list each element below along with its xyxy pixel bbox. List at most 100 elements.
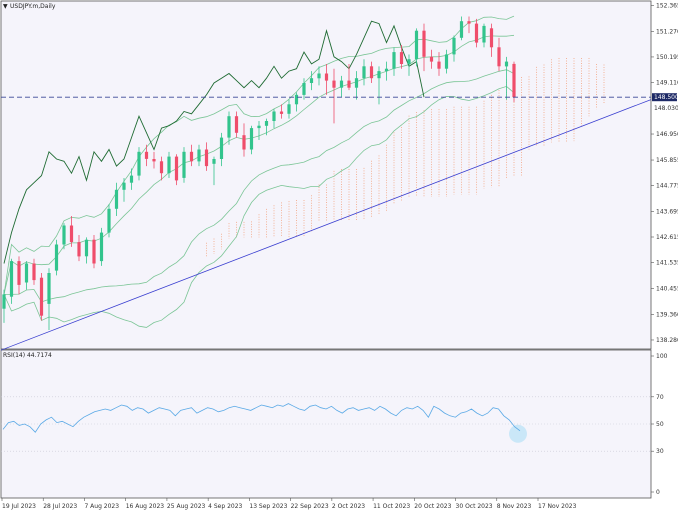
bullish-candle[interactable] [459,21,464,38]
bullish-candle[interactable] [264,121,269,126]
bullish-candle[interactable] [24,263,29,283]
bullish-candle[interactable] [219,137,224,159]
candles [2,16,516,330]
secondary-price-tag [652,104,677,113]
bullish-candle[interactable] [272,111,276,122]
bullish-candle[interactable] [62,225,66,245]
current-price-tag [652,93,677,102]
bullish-candle[interactable] [444,54,449,69]
bullish-candle[interactable] [137,151,141,176]
bullish-candle[interactable] [9,261,14,297]
bullish-candle[interactable] [227,116,231,138]
rsi-label: RSI(14) 44.7174 [3,352,52,359]
bearish-candle[interactable] [474,23,479,43]
bullish-candle[interactable] [287,104,291,114]
rsi-tick-label: 30 [656,448,664,455]
bullish-candle[interactable] [504,61,509,67]
price-tick-label: 152.365 [656,2,678,9]
price-panel[interactable] [0,0,652,350]
bullish-candle[interactable] [114,189,119,209]
bearish-candle[interactable] [279,111,284,114]
bullish-candle[interactable] [482,25,486,43]
bearish-candle[interactable] [159,161,164,174]
price-tick-label: 138.280 [656,337,678,344]
bullish-candle[interactable] [249,128,254,150]
rsi-tick-label: 50 [656,421,664,428]
bearish-candle[interactable] [204,149,209,167]
bearish-candle[interactable] [242,135,246,150]
time-tick-label: 8 Nov 2023 [497,503,532,510]
bearish-candle[interactable] [332,80,336,88]
bullish-candle[interactable] [377,71,381,79]
bullish-candle[interactable] [122,182,126,190]
bearish-candle[interactable] [234,116,239,133]
bearish-candle[interactable] [17,261,21,285]
bearish-candle[interactable] [32,263,36,281]
bullish-candle[interactable] [257,125,261,129]
bullish-candle[interactable] [317,73,321,79]
bearish-candle[interactable] [347,80,351,88]
time-tick-label: 11 Oct 2023 [373,503,410,510]
bearish-candle[interactable] [152,159,156,162]
bullish-candle[interactable] [2,294,6,309]
time-tick-label: 25 Aug 2023 [167,503,206,510]
bullish-candle[interactable] [99,232,104,262]
chikou-span-line [3,20,425,264]
price-tick-label: 142.615 [656,234,678,241]
bearish-candle[interactable] [422,30,426,57]
bullish-candle[interactable] [414,30,419,60]
bullish-candle[interactable] [384,68,389,72]
bullish-candle[interactable] [294,94,299,105]
bullish-candle[interactable] [54,244,59,271]
symbol-marker[interactable]: ▼ [3,3,8,10]
bullish-candle[interactable] [167,156,171,174]
bullish-candle[interactable] [107,208,111,233]
bearish-candle[interactable] [429,56,434,62]
time-tick-label: 4 Sep 2023 [208,503,242,510]
bearish-candle[interactable] [467,21,471,24]
price-tick-label: 143.695 [656,208,678,215]
bearish-candle[interactable] [69,225,74,243]
bullish-candle[interactable] [407,59,411,64]
bearish-candle[interactable] [92,239,96,264]
price-tick-label: 146.950 [656,131,678,138]
bullish-candle[interactable] [129,175,134,183]
bearish-candle[interactable] [39,277,44,316]
bullish-candle[interactable] [309,78,314,83]
bearish-candle[interactable] [174,156,179,181]
bearish-candle[interactable] [399,52,404,64]
time-tick-label: 16 Aug 2023 [126,503,165,510]
bullish-candle[interactable] [392,52,396,69]
price-axis: 152.365 151.270 150.195 149.110 146.950 145.8… [651,2,678,344]
price-line-layer: 148.500 148.030 [1,93,678,113]
rsi-line[interactable] [2,403,521,433]
bearish-candle[interactable] [497,47,501,67]
bearish-candle[interactable] [369,66,374,79]
time-axis: 19 Jul 2023 28 Jul 2023 7 Aug 2023 16 Aug 2… [1,498,577,510]
bearish-candle[interactable] [144,151,149,159]
bullish-candle[interactable] [339,80,344,88]
bullish-candle[interactable] [182,151,186,178]
bullish-candle[interactable] [84,239,89,257]
bullish-candle[interactable] [362,66,366,79]
bearish-candle[interactable] [489,28,494,48]
bearish-candle[interactable] [189,151,194,162]
bullish-candle[interactable] [212,159,216,164]
bearish-candle[interactable] [437,61,441,69]
bullish-candle[interactable] [197,149,201,162]
bullish-candle[interactable] [302,83,306,95]
rsi-tick-label: 100 [656,353,668,360]
time-tick-label: 2 Oct 2023 [332,503,365,510]
time-tick-label: 22 Sep 2023 [291,503,329,510]
bearish-candle[interactable] [512,63,516,98]
bullish-candle[interactable] [47,273,51,304]
support-trendline[interactable] [0,99,652,351]
bullish-candle[interactable] [354,78,359,88]
bullish-candle[interactable] [452,37,456,55]
bearish-candle[interactable] [77,242,81,257]
price-tick-label: 139.360 [656,311,678,318]
bearish-candle[interactable] [324,73,329,81]
price-tick-label: 144.775 [656,183,678,190]
